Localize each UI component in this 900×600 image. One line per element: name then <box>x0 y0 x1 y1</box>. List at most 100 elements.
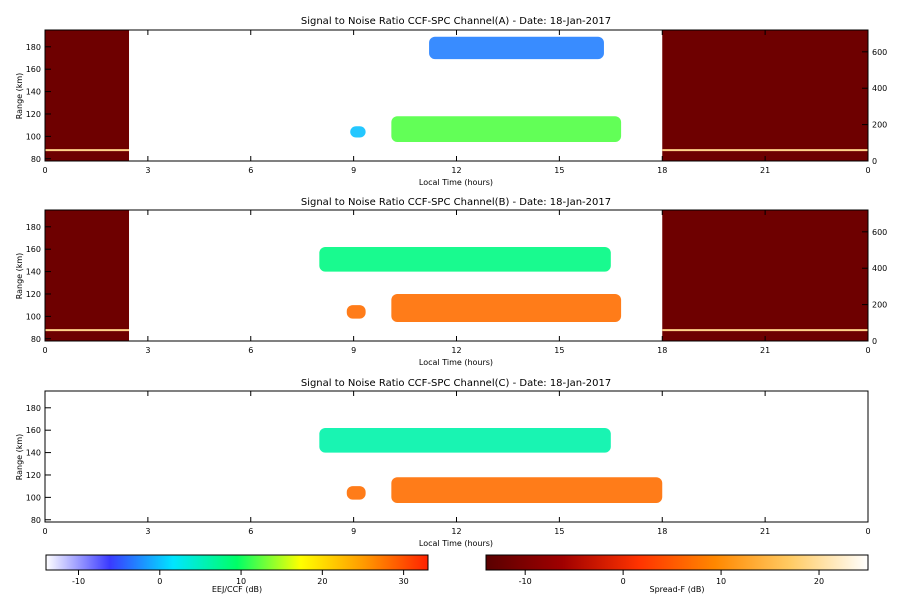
colorbar-tick-label: -10 <box>72 577 85 586</box>
x-tick-label: 9 <box>351 527 356 536</box>
panel-title: Signal to Noise Ratio CCF-SPC Channel(A)… <box>301 16 611 27</box>
colorbar-tick-label: 30 <box>399 577 409 586</box>
y2-tick-label: 0 <box>872 337 877 346</box>
y-tick-label: 80 <box>31 335 41 344</box>
y2-tick-label: 200 <box>872 301 887 310</box>
echo-region <box>391 116 622 142</box>
y-tick-label: 120 <box>26 471 41 480</box>
y-tick-label: 120 <box>26 290 41 299</box>
x-axis: 0 3 6 9 12 15 18 21 0 <box>42 210 871 355</box>
y-tick-label: 160 <box>26 65 41 74</box>
echo-region <box>350 126 366 138</box>
y2-tick-label: 0 <box>872 157 877 166</box>
y2-tick-label: 600 <box>872 228 887 237</box>
x-axis: 0 3 6 9 12 15 18 21 0 <box>42 391 871 536</box>
x-tick-label: 3 <box>145 346 150 355</box>
y2-axis: 0 200 400 600 <box>862 48 887 166</box>
colorbar-eej: -10 0 10 20 30 EEJ/CCF (dB) <box>45 554 429 594</box>
x-tick-label: 21 <box>760 527 770 536</box>
colorbar-ticks: -10 0 10 20 <box>519 570 824 586</box>
colorbar-tick-label: 10 <box>236 577 246 586</box>
x-tick-label: 12 <box>451 346 461 355</box>
x-axis-label: Local Time (hours) <box>419 178 493 187</box>
y-axis: 80 100 120 140 160 180 <box>26 404 51 525</box>
echo-region <box>346 486 366 500</box>
colorbar-gradient <box>485 554 869 571</box>
x-tick-label: 15 <box>554 166 564 175</box>
echo-region <box>319 427 611 453</box>
x-tick-label: 0 <box>42 346 47 355</box>
y2-tick-label: 600 <box>872 48 887 57</box>
y-axis-label: Range (km) <box>15 434 24 481</box>
panel-content <box>45 30 868 161</box>
y-tick-label: 180 <box>26 404 41 413</box>
spread-f-window <box>45 30 130 161</box>
y-tick-label: 140 <box>26 449 41 458</box>
panel-title: Signal to Noise Ratio CCF-SPC Channel(B)… <box>301 197 611 208</box>
y-axis: 80 100 120 140 160 180 <box>26 43 51 164</box>
x-tick-label: 18 <box>657 527 667 536</box>
x-tick-label: 21 <box>760 166 770 175</box>
spread-f-window <box>45 210 130 341</box>
colorbar-ticks: -10 0 10 20 30 <box>72 570 409 586</box>
y2-tick-label: 200 <box>872 121 887 130</box>
x-tick-label: 15 <box>554 346 564 355</box>
colorbar-tick-label: 10 <box>716 577 726 586</box>
spread-f-window <box>662 210 868 341</box>
y-tick-label: 80 <box>31 516 41 525</box>
y-tick-label: 140 <box>26 268 41 277</box>
panel-content <box>319 427 663 503</box>
x-tick-label: 0 <box>865 166 870 175</box>
colorbar-label: Spread-F (dB) <box>649 585 704 594</box>
x-axis: 0 3 6 9 12 15 18 21 0 <box>42 30 871 175</box>
colorbar-tick-label: 0 <box>621 577 626 586</box>
y-tick-label: 160 <box>26 426 41 435</box>
x-tick-label: 3 <box>145 166 150 175</box>
x-tick-label: 18 <box>657 166 667 175</box>
y-axis-label: Range (km) <box>15 253 24 300</box>
y-tick-label: 80 <box>31 155 41 164</box>
x-tick-label: 6 <box>248 527 253 536</box>
panel-channel-a: Signal to Noise Ratio CCF-SPC Channel(A)… <box>15 16 887 187</box>
echo-region <box>391 293 622 322</box>
colorbar-tick-label: 20 <box>317 577 327 586</box>
echo-region <box>319 246 611 272</box>
x-tick-label: 0 <box>865 527 870 536</box>
x-tick-label: 0 <box>42 166 47 175</box>
y-tick-label: 180 <box>26 223 41 232</box>
colorbar-gradient <box>45 554 429 571</box>
colorbar-tick-label: -10 <box>519 577 532 586</box>
y2-tick-label: 400 <box>872 84 887 93</box>
colorbar-spread-f: -10 0 10 20 Spread-F (dB) <box>485 554 869 594</box>
echo-region <box>391 477 663 503</box>
y-tick-label: 120 <box>26 110 41 119</box>
x-tick-label: 21 <box>760 346 770 355</box>
x-tick-label: 9 <box>351 166 356 175</box>
x-tick-label: 15 <box>554 527 564 536</box>
y2-tick-label: 400 <box>872 264 887 273</box>
x-tick-label: 12 <box>451 527 461 536</box>
x-tick-label: 0 <box>42 527 47 536</box>
panel-channel-c: Signal to Noise Ratio CCF-SPC Channel(C)… <box>15 378 871 548</box>
colorbar-tick-label: 20 <box>814 577 824 586</box>
x-axis-label: Local Time (hours) <box>419 358 493 367</box>
y-axis-label: Range (km) <box>15 73 24 120</box>
x-axis-label: Local Time (hours) <box>419 539 493 548</box>
y-tick-label: 100 <box>26 312 41 321</box>
y-tick-label: 180 <box>26 43 41 52</box>
y-tick-label: 140 <box>26 88 41 97</box>
x-tick-label: 6 <box>248 346 253 355</box>
y-axis: 80 100 120 140 160 180 <box>26 223 51 344</box>
x-tick-label: 18 <box>657 346 667 355</box>
x-tick-label: 9 <box>351 346 356 355</box>
spread-f-window <box>662 30 868 161</box>
x-tick-label: 0 <box>865 346 870 355</box>
x-tick-label: 6 <box>248 166 253 175</box>
echo-region <box>346 305 366 319</box>
y-tick-label: 160 <box>26 245 41 254</box>
x-tick-label: 3 <box>145 527 150 536</box>
y-tick-label: 100 <box>26 132 41 141</box>
echo-region <box>429 36 604 60</box>
colorbar-tick-label: 0 <box>157 577 162 586</box>
panel-channel-b: Signal to Noise Ratio CCF-SPC Channel(B)… <box>15 197 887 367</box>
